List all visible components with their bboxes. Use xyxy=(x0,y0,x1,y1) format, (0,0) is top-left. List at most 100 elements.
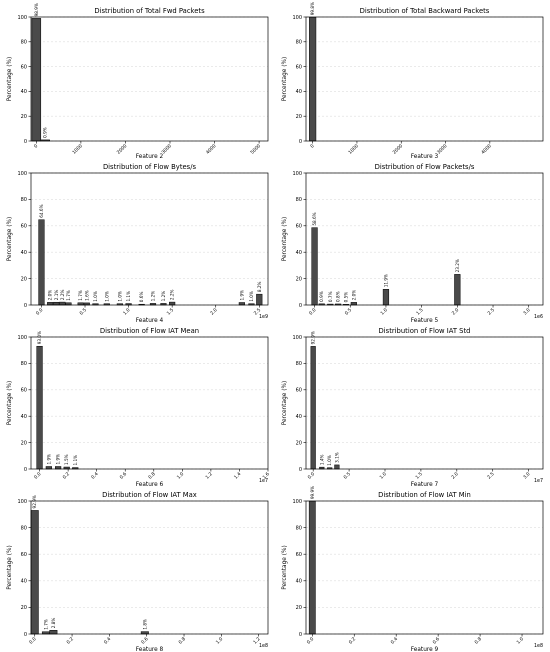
bar xyxy=(310,346,316,470)
bar-value-label: 1.0% xyxy=(93,291,98,302)
plot-frame xyxy=(305,500,544,635)
y-tick-label: 60 xyxy=(296,224,302,230)
x-tick-label: 0.4 xyxy=(390,636,399,645)
y-tick-label: 80 xyxy=(21,197,27,203)
bar-value-label: 1.2% xyxy=(150,291,155,302)
y-axis-label: Percentage (%) xyxy=(282,381,288,425)
bar-value-label: 8.2% xyxy=(257,282,262,293)
y-tick-label: 60 xyxy=(21,64,27,70)
bar xyxy=(47,302,54,306)
y-tick-label: 20 xyxy=(296,605,302,611)
y-tick-label: 100 xyxy=(17,499,27,505)
y-tick-label: 80 xyxy=(296,525,302,531)
chart-title: Distribution of Flow IAT Min xyxy=(378,491,471,499)
y-tick-label: 40 xyxy=(296,89,302,95)
plot-frame xyxy=(305,336,544,470)
x-tick-label: 1000 xyxy=(347,143,360,156)
x-tick-label: 0.4 xyxy=(103,636,112,645)
y-tick-label: 0 xyxy=(299,303,302,309)
y-tick-label: 20 xyxy=(21,276,27,282)
x-offset-label: 1e6 xyxy=(534,314,543,320)
chart-title: Distribution of Total Fwd Packets xyxy=(94,7,205,15)
y-tick-label: 60 xyxy=(21,552,27,558)
x-tick-label: 1.0 xyxy=(176,471,185,480)
bar-value-label: 64.6% xyxy=(39,204,44,217)
bar-value-label: 0.7% xyxy=(328,291,333,302)
x-tick-label: 2.5 xyxy=(253,307,262,316)
x-tick-label: 3.0 xyxy=(522,307,531,316)
x-tick-label: 1.0 xyxy=(516,636,525,645)
bar-value-label: 3.1% xyxy=(334,452,339,463)
x-axis-label: Feature 8 xyxy=(136,647,164,652)
bar-value-label: 99.8% xyxy=(310,2,315,15)
x-tick-label: 0 xyxy=(309,143,315,149)
x-axis-label: Feature 7 xyxy=(411,482,439,488)
bar-value-label: 92.9% xyxy=(311,331,316,344)
bar xyxy=(169,301,176,306)
bar-value-label: 0.9% xyxy=(43,127,48,138)
x-tick-label: 0 xyxy=(33,143,39,149)
bar-value-label: 1.7% xyxy=(66,290,71,301)
y-axis-label: Percentage (%) xyxy=(282,217,288,261)
y-tick-label: 20 xyxy=(296,114,302,120)
bar xyxy=(308,500,316,635)
bar xyxy=(31,18,42,142)
x-tick-label: 2.0 xyxy=(209,307,218,316)
bar xyxy=(309,16,317,142)
y-tick-label: 20 xyxy=(21,605,27,611)
x-tick-label: 1.0 xyxy=(122,307,131,316)
bar-value-label: 1.0% xyxy=(117,291,122,302)
x-tick-label: 0.4 xyxy=(90,471,99,480)
bar-value-label: 0.6% xyxy=(139,292,144,303)
x-tick-label: 1.6 xyxy=(262,471,271,480)
y-axis-label: Percentage (%) xyxy=(7,217,13,261)
y-tick-label: 100 xyxy=(17,335,27,341)
y-tick-label: 20 xyxy=(296,276,302,282)
bar xyxy=(140,631,149,635)
bar xyxy=(350,302,357,306)
x-axis-label: Feature 2 xyxy=(136,154,164,160)
chart-panel-4: 58.6% 0.9% 0.7% 0.8% 0.5% 2.0% 11.9% 23.2% 0 20 40… xyxy=(282,163,544,324)
y-tick-label: 60 xyxy=(296,388,302,394)
y-tick-label: 40 xyxy=(296,579,302,585)
x-offset-label: 1e7 xyxy=(259,478,268,484)
x-tick-label: 1.4 xyxy=(233,471,242,480)
bar-value-label: 2.0% xyxy=(351,290,356,301)
bar xyxy=(256,293,263,306)
y-tick-label: 100 xyxy=(292,171,302,177)
x-tick-label: 0.0 xyxy=(35,307,44,316)
bar xyxy=(38,219,45,306)
y-tick-label: 80 xyxy=(296,361,302,367)
chart-panel-8: 99.9% 0 20 40 60 80 100 0.0 0.2 0.4 0.6 0.8 1.0 1e8 Di… xyxy=(282,486,544,652)
y-axis-label: Percentage (%) xyxy=(282,57,288,101)
chart-title: Distribution of Flow Packets/s xyxy=(375,163,475,171)
y-tick-label: 20 xyxy=(21,440,27,446)
x-tick-label: 0.2 xyxy=(348,636,357,645)
x-axis-label: Feature 5 xyxy=(411,318,439,324)
y-tick-label: 80 xyxy=(21,525,27,531)
x-tick-label: 0.2 xyxy=(66,636,75,645)
x-axis-label: Feature 4 xyxy=(136,318,164,324)
y-tick-label: 80 xyxy=(296,197,302,203)
bar-value-label: 2.2% xyxy=(60,289,65,300)
y-axis-label: Percentage (%) xyxy=(7,381,13,425)
chart-title: Distribution of Flow IAT Std xyxy=(379,327,471,335)
bar-value-label: 2.0% xyxy=(48,290,53,301)
bar-value-label: 2.8% xyxy=(51,618,56,629)
x-tick-label: 0.5 xyxy=(344,307,353,316)
bar-value-label: 1.0% xyxy=(104,291,109,302)
x-tick-label: 5000 xyxy=(249,143,262,156)
y-tick-label: 80 xyxy=(21,40,27,46)
x-tick-label: 1.0 xyxy=(379,471,388,480)
y-tick-label: 60 xyxy=(21,224,27,230)
y-tick-label: 0 xyxy=(24,632,27,638)
plot-frame xyxy=(305,16,544,142)
chart-title: Distribution of Flow IAT Mean xyxy=(100,327,199,335)
x-tick-label: 4000 xyxy=(205,143,218,156)
x-tick-label: 1.5 xyxy=(415,307,424,316)
bar-value-label: 1.9% xyxy=(239,290,244,301)
y-tick-label: 100 xyxy=(292,499,302,505)
bar-value-label: 1.0% xyxy=(249,291,254,302)
bar xyxy=(30,510,39,635)
